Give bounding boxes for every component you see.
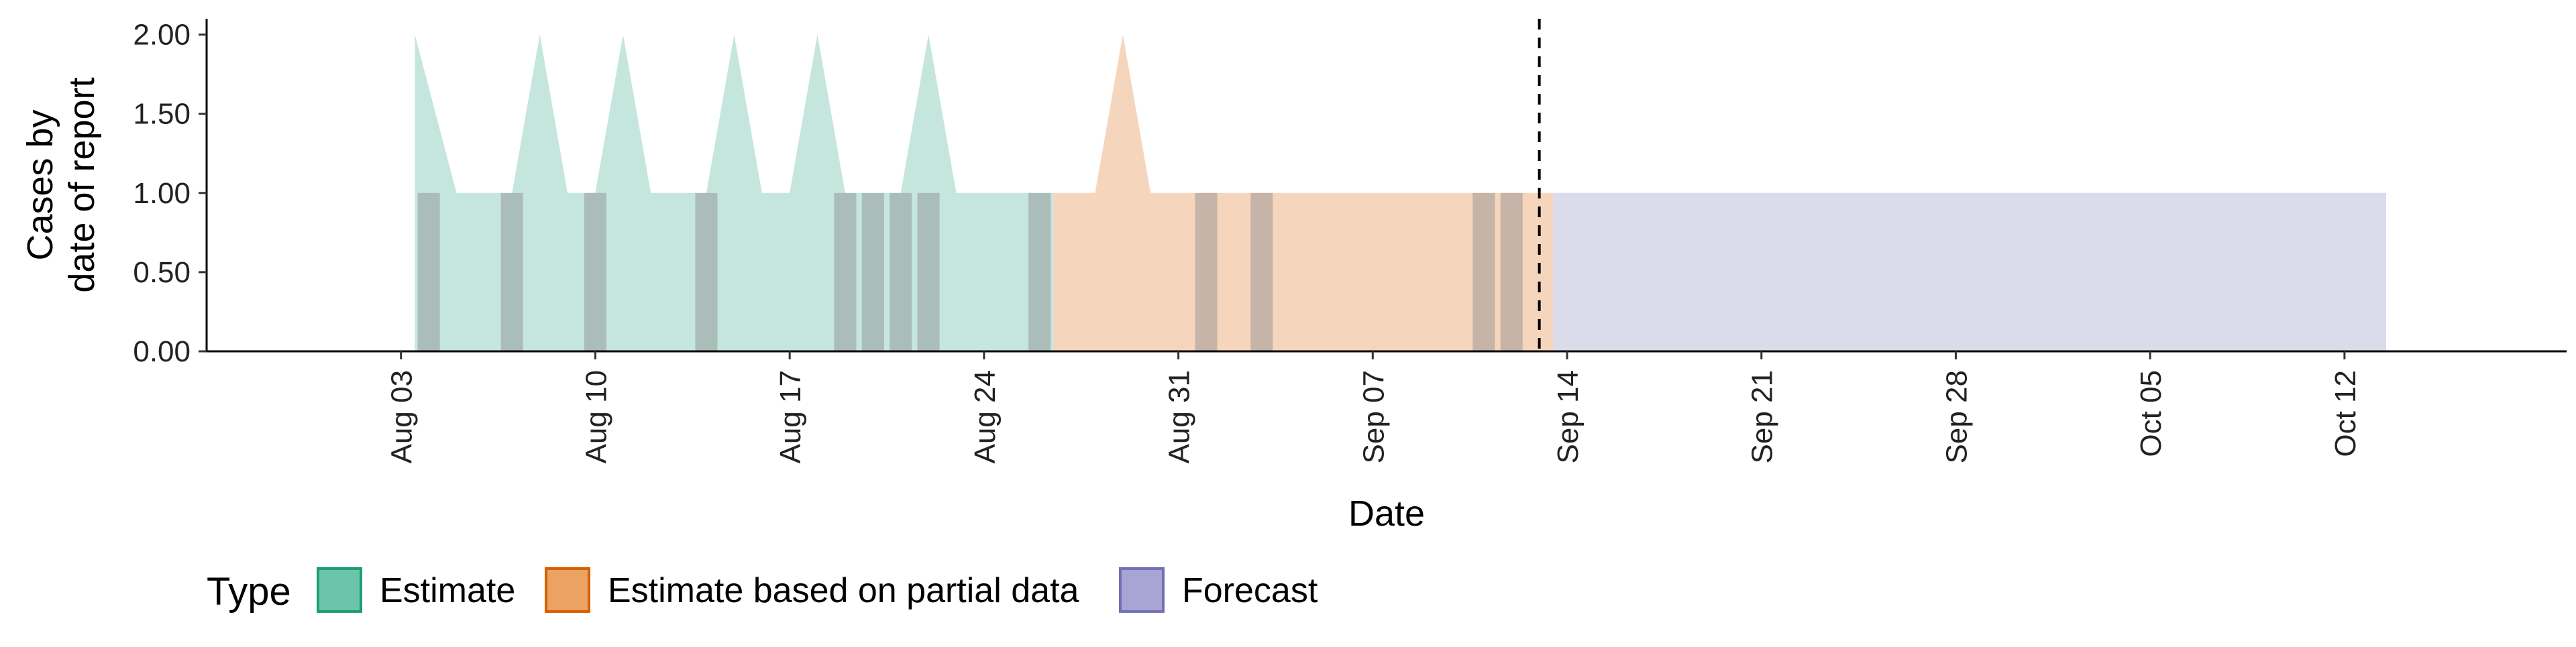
- legend-key-1: [545, 567, 590, 613]
- y-tick-label: 0.50: [133, 256, 191, 289]
- reported-case-bar-1: [500, 192, 523, 351]
- series-area-0: [415, 34, 1054, 351]
- series-area-2: [1553, 192, 2386, 351]
- legend-key-2: [1119, 567, 1165, 613]
- legend-label-1: Estimate based on partial data: [608, 571, 1079, 610]
- x-tick-label: Aug 03: [386, 370, 419, 463]
- x-tick-label: Sep 21: [1746, 370, 1779, 463]
- legend-title: Type: [207, 570, 291, 613]
- y-axis-title-line: Cases by: [20, 109, 60, 260]
- x-tick-label: Sep 07: [1357, 370, 1390, 463]
- legend-key-0: [317, 567, 362, 613]
- reported-case-bar-3: [695, 192, 718, 351]
- y-tick-label: 2.00: [133, 19, 191, 52]
- reported-case-bar-8: [1028, 192, 1051, 351]
- x-axis-title: Date: [1348, 493, 1425, 534]
- y-tick-label: 1.50: [133, 98, 191, 131]
- x-tick-label: Oct 12: [2329, 370, 2362, 457]
- legend: Type Estimate Estimate based on partial da…: [207, 567, 1318, 613]
- y-axis-title-line: date of report: [62, 77, 102, 292]
- reported-case-bar-6: [890, 192, 912, 351]
- x-tick-label: Aug 24: [969, 370, 1002, 463]
- x-tick-label: Sep 28: [1940, 370, 1973, 463]
- x-tick-label: Aug 17: [774, 370, 807, 463]
- reported-case-bar-11: [1472, 192, 1495, 351]
- series-area-1: [1053, 34, 1554, 351]
- x-tick-label: Sep 14: [1552, 370, 1585, 463]
- series-areas: [415, 34, 2386, 351]
- reported-case-bar-7: [917, 192, 940, 351]
- reported-case-bar-0: [417, 192, 440, 351]
- y-tick-label: 0.00: [133, 335, 191, 368]
- x-tick-label: Aug 31: [1163, 370, 1196, 463]
- reported-case-bar-2: [584, 192, 606, 351]
- axes: 0.00 0.50 1.00 1.50 2.00 Aug 03 Aug 10 Aug 17 Au…: [20, 19, 2567, 534]
- reported-case-bars: [417, 192, 1523, 351]
- legend-label-2: Forecast: [1182, 571, 1318, 610]
- x-tick-label: Oct 05: [2135, 370, 2167, 457]
- reported-case-bar-5: [861, 192, 884, 351]
- legend-label-0: Estimate: [380, 571, 515, 610]
- y-tick-label: 1.00: [133, 177, 191, 210]
- reported-case-bar-10: [1250, 192, 1273, 351]
- reported-case-bar-4: [834, 192, 857, 351]
- reported-case-bar-12: [1500, 192, 1523, 351]
- x-tick-label: Aug 10: [580, 370, 612, 463]
- reported-case-bar-9: [1195, 192, 1218, 351]
